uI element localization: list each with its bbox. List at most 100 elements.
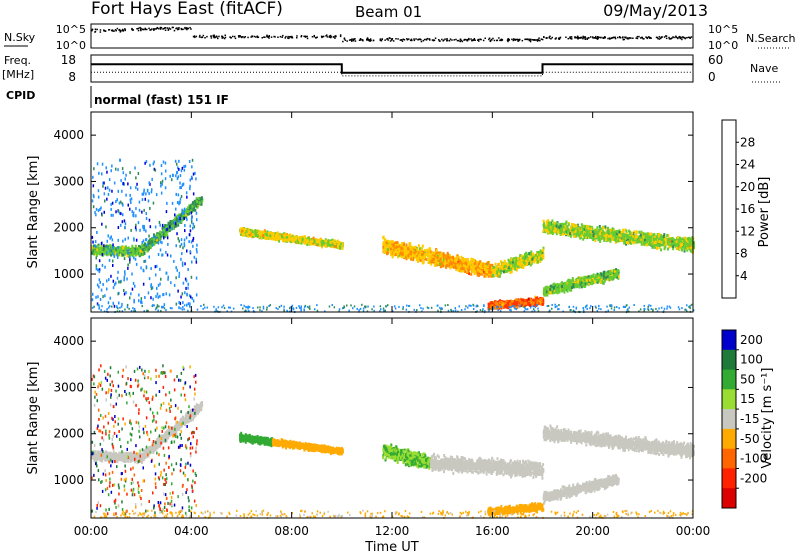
heatmap-cell xyxy=(283,234,286,238)
noise-sky-point xyxy=(290,36,293,39)
heatmap-cell xyxy=(390,253,393,256)
noise-sky-point xyxy=(660,36,662,39)
noise-sky-point xyxy=(159,28,162,30)
noise-sky-point xyxy=(244,36,246,38)
heatmap-cell xyxy=(321,241,324,245)
heatmap-cell xyxy=(107,248,110,252)
heatmap-cell xyxy=(178,219,181,223)
noise-sky-point xyxy=(658,36,661,38)
heatmap-cell xyxy=(386,250,389,254)
noise-sky-point xyxy=(641,36,643,39)
heatmap-cell xyxy=(410,257,413,261)
heatmap-cell xyxy=(170,225,173,229)
heatmap-cell xyxy=(407,254,410,258)
noise-left-tick-lo: 10^0 xyxy=(56,39,86,52)
noise-sky-point xyxy=(507,39,510,42)
heatmap-cell xyxy=(525,259,528,263)
heatmap-cell xyxy=(257,231,260,235)
noise-sky-point xyxy=(579,37,581,39)
noise-sky-point xyxy=(539,39,541,42)
heatmap-cell xyxy=(498,262,501,266)
heatmap-cell xyxy=(401,242,404,245)
noise-sky-point xyxy=(576,35,579,38)
noise-sky-point xyxy=(451,39,453,41)
heatmap-cell xyxy=(433,257,435,261)
heatmap-cell xyxy=(265,232,268,236)
heatmap-cell xyxy=(159,230,162,234)
noise-sky-point xyxy=(548,37,551,39)
noise-sky-point xyxy=(420,40,423,43)
heatmap-cell xyxy=(302,236,305,240)
heatmap-cell xyxy=(386,244,389,248)
heatmap-cell xyxy=(164,233,167,237)
noise-sky-point xyxy=(391,38,394,40)
noise-sky-point xyxy=(402,38,405,41)
noise-sky-point xyxy=(370,39,372,42)
noise-sky-point xyxy=(499,39,501,42)
noise-sky-point xyxy=(500,38,503,41)
heatmap-cell xyxy=(502,270,505,274)
heatmap-cell xyxy=(263,229,266,233)
heatmap-cell xyxy=(178,213,181,217)
noise-sky-point xyxy=(567,37,569,40)
heatmap-cell xyxy=(270,235,273,239)
noise-sky-point xyxy=(362,39,364,42)
heatmap-cell xyxy=(250,234,253,238)
heatmap-cell xyxy=(297,237,300,240)
noise-sky-point xyxy=(379,39,382,42)
freq-panel-frame xyxy=(90,54,694,83)
noise-sky-point xyxy=(592,36,594,38)
noise-sky-point xyxy=(155,28,157,30)
noise-sky-point xyxy=(439,40,441,42)
noise-sky-point xyxy=(300,35,302,38)
noise-sky-point xyxy=(434,37,437,39)
noise-sky-point xyxy=(672,36,674,38)
heatmap-cell xyxy=(386,239,389,243)
noise-sky-point xyxy=(223,37,226,40)
noise-sky-point xyxy=(623,38,625,41)
heatmap-cell xyxy=(330,244,333,248)
heatmap-cell xyxy=(405,257,408,261)
noise-sky-point xyxy=(595,37,597,39)
heatmap-cell xyxy=(404,254,407,258)
noise-sky-point xyxy=(511,38,513,41)
noise-sky-point xyxy=(261,37,263,39)
heatmap-cell xyxy=(192,203,195,206)
noise-sky-point xyxy=(613,36,616,39)
heatmap-cell xyxy=(487,261,490,265)
noise-sky-point xyxy=(583,36,586,39)
heatmap-cell xyxy=(148,238,151,242)
heatmap-cell xyxy=(444,261,447,265)
noise-sky-point xyxy=(635,37,637,39)
noise-sky-point xyxy=(632,37,634,39)
noise-sky-point xyxy=(433,39,436,42)
noise-sky-point xyxy=(119,31,122,33)
heatmap-cell xyxy=(198,201,201,205)
noise-sky-point xyxy=(554,38,557,40)
noise-sky-point xyxy=(210,35,212,37)
heatmap-cell xyxy=(262,233,264,237)
heatmap-cell xyxy=(314,241,317,245)
noise-sky-point xyxy=(551,36,553,39)
noise-sky-point xyxy=(238,36,240,38)
heatmap-cell xyxy=(331,238,334,242)
noise-sky-point xyxy=(507,40,509,43)
heatmap-cell xyxy=(167,222,170,226)
noise-sky-point xyxy=(489,40,492,42)
noise-sky-point xyxy=(443,39,445,41)
heatmap-cell xyxy=(245,230,248,234)
heatmap-cell xyxy=(143,251,146,255)
heatmap-cell xyxy=(341,243,344,247)
heatmap-cell xyxy=(106,252,109,256)
noise-sky-point xyxy=(268,35,270,37)
noise-sky-point xyxy=(524,38,526,41)
noise-sky-point xyxy=(571,38,573,40)
heatmap-cell xyxy=(264,236,267,240)
freq-tick-hi: 18 xyxy=(61,53,76,67)
heatmap-cell xyxy=(102,251,105,254)
heatmap-cell xyxy=(463,264,466,268)
noise-sky-point xyxy=(574,37,576,39)
noise-sky-point xyxy=(587,37,589,39)
heatmap-cell xyxy=(247,228,250,232)
heatmap-cell xyxy=(505,270,508,273)
